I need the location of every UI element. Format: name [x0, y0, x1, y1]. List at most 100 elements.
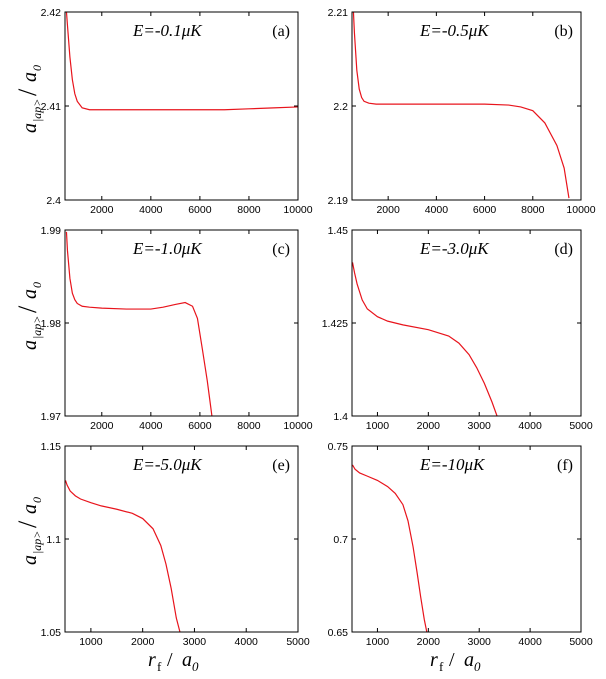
panel-label: (a) [272, 23, 290, 40]
energy-annotation: E=-1.0μK [132, 239, 203, 258]
ylabel-main: a [19, 555, 41, 565]
panel-4: 1000 2000 3000 4000 5000 1.05 1.1 1.15 E=-5.0μK (… [41, 441, 310, 648]
y-tick-label: 2.19 [328, 195, 349, 207]
series-line-0 [352, 464, 428, 632]
panel-5: 1000 2000 3000 4000 5000 0.65 0.7 0.75 E=-10μK (f… [328, 441, 593, 648]
xlabel-den-sub: 0 [474, 659, 481, 674]
ylabel-slash: / [13, 88, 42, 96]
panel-3: 1000 2000 3000 4000 5000 1.4 1.425 1.45 E=-3.0μK… [322, 225, 593, 432]
y-tick-label: 1.99 [41, 225, 62, 237]
x-tick-label: 4000 [139, 204, 163, 216]
energy-annotation: E=-0.1μK [132, 21, 203, 40]
y-tick-label: 0.7 [333, 534, 348, 546]
energy-annotation: E=-5.0μK [132, 455, 203, 474]
panel-label: (f) [557, 457, 573, 474]
ylabel-sub: |ap> [30, 316, 44, 339]
series-line-0 [352, 262, 498, 416]
y-tick-label: 0.65 [328, 627, 349, 639]
x-tick-label: 1000 [79, 636, 103, 648]
xlabel-sub: f [157, 659, 162, 674]
y-tick-label: 1.15 [41, 441, 62, 453]
x-tick-label: 4000 [425, 204, 449, 216]
panel-0: 2000 4000 6000 8000 10000 2.4 2.41 2.42 E=-0.1μK… [41, 7, 313, 216]
xlabel-left: r f / a 0 [148, 649, 199, 674]
ylabel-row-0: a |ap> / a 0 [13, 65, 44, 133]
ylabel-main: a [19, 340, 41, 350]
ylabel-sub: |ap> [30, 531, 44, 554]
panel-label: (b) [554, 23, 573, 40]
panel-1: 2000 4000 6000 8000 10000 2.19 2.2 2.21 E=-0.5μK… [328, 7, 596, 216]
x-tick-label: 2000 [376, 204, 400, 216]
y-tick-label: 2.4 [46, 195, 61, 207]
x-tick-label: 6000 [188, 420, 212, 432]
y-tick-label: 2.21 [328, 7, 349, 19]
xlabel-main: r [148, 649, 156, 671]
ylabel-den: a [19, 72, 41, 82]
x-tick-label: 10000 [283, 420, 312, 432]
x-tick-label: 2000 [417, 420, 441, 432]
ylabel-row-1: a |ap> / a 0 [13, 282, 44, 350]
y-tick-label: 1.97 [41, 411, 62, 423]
panels: 2000 4000 6000 8000 10000 2.4 2.41 2.42 E=-0.1μK… [41, 7, 596, 648]
x-tick-label: 5000 [569, 420, 593, 432]
series-line-0 [65, 12, 298, 111]
y-tick-label: 2.2 [333, 101, 348, 113]
series-line-0 [65, 231, 213, 416]
xlabel-slash: / [444, 649, 460, 671]
ylabel-row-2: a |ap> / a 0 [13, 497, 44, 565]
ylabel-den: a [19, 504, 41, 514]
panel-label: (d) [554, 241, 573, 258]
xlabel-slash: / [162, 649, 178, 671]
x-tick-label: 2000 [417, 636, 441, 648]
x-tick-label: 2000 [90, 420, 114, 432]
x-tick-label: 2000 [90, 204, 114, 216]
x-tick-label: 5000 [286, 636, 310, 648]
x-tick-label: 4000 [139, 420, 163, 432]
x-tick-label: 10000 [283, 204, 312, 216]
xlabel-main: r [430, 649, 438, 671]
xlabel-right: r f / a 0 [430, 649, 481, 674]
ylabel-den: a [19, 289, 41, 299]
x-tick-label: 3000 [468, 636, 492, 648]
ylabel-slash: / [13, 520, 42, 528]
x-tick-label: 8000 [237, 204, 261, 216]
panel-label: (c) [272, 241, 290, 258]
plot-frame [351, 11, 582, 201]
xlabel-den: a [182, 649, 192, 671]
plot-frame [64, 11, 299, 201]
series-line-0 [352, 12, 570, 199]
y-tick-label: 1.425 [322, 318, 348, 330]
x-tick-label: 3000 [468, 420, 492, 432]
panel-2: 2000 4000 6000 8000 10000 1.97 1.98 1.99 E=-1.0μ… [41, 225, 313, 432]
x-tick-label: 10000 [566, 204, 595, 216]
ylabel-main: a [19, 123, 41, 133]
y-tick-label: 1.05 [41, 627, 62, 639]
energy-annotation: E=-10μK [419, 455, 486, 474]
x-tick-label: 4000 [518, 420, 542, 432]
y-tick-label: 1.4 [333, 411, 348, 423]
xlabel-den-sub: 0 [192, 659, 199, 674]
xlabel-sub: f [439, 659, 444, 674]
y-tick-label: 0.75 [328, 441, 349, 453]
y-tick-label: 1.45 [328, 225, 349, 237]
x-tick-label: 6000 [188, 204, 212, 216]
energy-annotation: E=-0.5μK [419, 21, 490, 40]
x-tick-label: 2000 [131, 636, 155, 648]
series-line-0 [65, 480, 181, 632]
x-tick-label: 1000 [366, 636, 390, 648]
ylabel-den-sub: 0 [30, 497, 44, 503]
x-tick-label: 3000 [183, 636, 207, 648]
y-tick-label: 2.42 [41, 7, 62, 19]
ylabel-den-sub: 0 [30, 65, 44, 71]
ylabel-sub: |ap> [30, 99, 44, 122]
x-tick-label: 1000 [366, 420, 390, 432]
ylabel-slash: / [13, 305, 42, 313]
energy-annotation: E=-3.0μK [419, 239, 490, 258]
ylabel-den-sub: 0 [30, 282, 44, 288]
x-tick-label: 5000 [569, 636, 593, 648]
xlabel-den: a [464, 649, 474, 671]
y-tick-label: 1.1 [46, 534, 61, 546]
x-tick-label: 8000 [237, 420, 261, 432]
x-tick-label: 4000 [518, 636, 542, 648]
